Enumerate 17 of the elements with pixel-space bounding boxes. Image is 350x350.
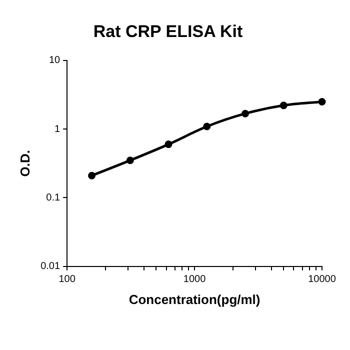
point	[164, 140, 172, 148]
chart-title: Rat CRP ELISA Kit	[93, 22, 243, 41]
y-axis-title: O.D.	[17, 150, 32, 177]
x-axis-title: Concentration(pg/ml)	[128, 292, 260, 307]
point	[88, 172, 96, 180]
point	[203, 122, 211, 130]
y-tick-label: 1	[54, 124, 60, 135]
x-tick-label: 1000	[183, 274, 206, 286]
y-tick-label: 0.01	[40, 261, 60, 272]
point	[126, 156, 134, 164]
point	[280, 102, 288, 110]
y-tick-label: 10	[48, 55, 60, 66]
y-tick-label: 0.1	[46, 192, 60, 204]
point	[242, 110, 250, 118]
point	[318, 98, 326, 106]
x-tick-label: 10000	[308, 274, 336, 286]
x-tick-label: 100	[58, 274, 76, 286]
